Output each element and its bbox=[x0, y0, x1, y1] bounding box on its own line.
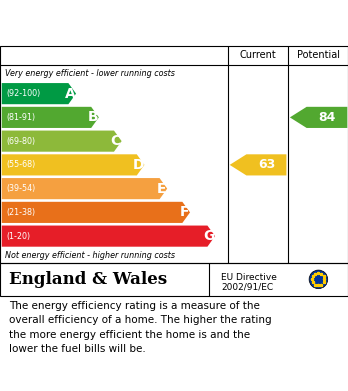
Polygon shape bbox=[2, 226, 215, 247]
Text: EU Directive: EU Directive bbox=[221, 273, 277, 282]
Text: 2002/91/EC: 2002/91/EC bbox=[221, 282, 273, 291]
Polygon shape bbox=[2, 178, 167, 199]
Text: (21-38): (21-38) bbox=[6, 208, 35, 217]
Polygon shape bbox=[2, 107, 99, 128]
Text: E: E bbox=[157, 182, 166, 196]
Text: Energy Efficiency Rating: Energy Efficiency Rating bbox=[9, 19, 230, 34]
Text: (81-91): (81-91) bbox=[6, 113, 35, 122]
Text: F: F bbox=[179, 205, 189, 219]
Text: 84: 84 bbox=[318, 111, 335, 124]
Text: B: B bbox=[88, 110, 98, 124]
Text: G: G bbox=[204, 229, 215, 243]
Polygon shape bbox=[2, 131, 122, 152]
Text: (1-20): (1-20) bbox=[6, 231, 30, 240]
Polygon shape bbox=[2, 202, 190, 223]
Text: England & Wales: England & Wales bbox=[9, 271, 167, 288]
Text: C: C bbox=[111, 134, 121, 148]
Text: Very energy efficient - lower running costs: Very energy efficient - lower running co… bbox=[5, 69, 175, 78]
Text: The energy efficiency rating is a measure of the
overall efficiency of a home. T: The energy efficiency rating is a measur… bbox=[9, 301, 271, 354]
Ellipse shape bbox=[309, 270, 328, 289]
Polygon shape bbox=[2, 154, 144, 176]
Text: (39-54): (39-54) bbox=[6, 184, 35, 193]
Text: A: A bbox=[65, 87, 76, 100]
Text: 63: 63 bbox=[258, 158, 275, 171]
Polygon shape bbox=[290, 107, 347, 128]
Polygon shape bbox=[230, 154, 286, 176]
Text: D: D bbox=[133, 158, 144, 172]
Text: (55-68): (55-68) bbox=[6, 160, 35, 169]
Text: Current: Current bbox=[240, 50, 276, 60]
Text: (69-80): (69-80) bbox=[6, 136, 35, 145]
Text: (92-100): (92-100) bbox=[6, 89, 40, 98]
Text: Not energy efficient - higher running costs: Not energy efficient - higher running co… bbox=[5, 251, 175, 260]
Text: Potential: Potential bbox=[296, 50, 340, 60]
Polygon shape bbox=[2, 83, 76, 104]
